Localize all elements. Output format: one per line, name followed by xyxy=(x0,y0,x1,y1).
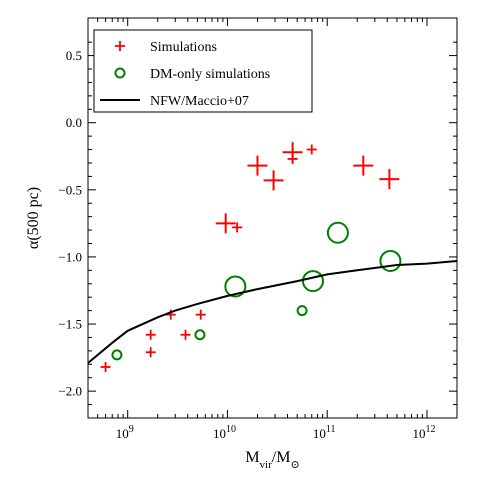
x-axis-label: Mvir/M⊙ xyxy=(245,449,299,471)
dm-only-point xyxy=(379,249,402,272)
x-tick-label: 1012 xyxy=(412,424,435,441)
plot-data xyxy=(88,142,457,372)
legend-label: NFW/Maccio+07 xyxy=(150,94,249,109)
x-tick-label: 1011 xyxy=(313,424,336,441)
y-tick-label: −0.5 xyxy=(58,182,82,197)
simulation-point xyxy=(306,144,317,155)
tick-marks xyxy=(88,18,457,418)
dm-only-point xyxy=(296,305,308,317)
simulation-point xyxy=(100,361,111,372)
simulation-point xyxy=(379,169,400,190)
y-tick-label: −1.0 xyxy=(58,249,82,264)
x-tick-label: 1010 xyxy=(213,424,236,441)
legend-marker-plus xyxy=(115,41,125,51)
x-axis-label-sub2: ⊙ xyxy=(290,459,299,471)
dm-only-point xyxy=(194,329,206,341)
y-tick-label: −1.5 xyxy=(58,317,82,332)
y-tick-label: 0.5 xyxy=(66,48,82,63)
simulation-point xyxy=(247,155,268,176)
simulation-point xyxy=(353,155,374,176)
simulation-point xyxy=(232,222,243,233)
x-axis-label-mid: /M xyxy=(272,449,291,466)
series-line-nfw xyxy=(88,260,457,364)
x-axis-label-sub: vir xyxy=(260,459,273,471)
simulation-point xyxy=(180,329,191,340)
dm-only-point xyxy=(111,349,123,361)
legend-label: DM-only simulations xyxy=(150,67,270,82)
plot-frame xyxy=(87,17,458,419)
simulation-point xyxy=(215,213,236,234)
legend-box xyxy=(93,29,313,113)
simulation-point xyxy=(145,347,156,358)
dm-only-point xyxy=(224,275,247,298)
x-tick-label: 109 xyxy=(116,424,134,441)
dm-only-point xyxy=(326,221,349,244)
dm-only-point xyxy=(301,270,324,293)
legend-marker-circle xyxy=(114,67,126,79)
legend-label: Simulations xyxy=(150,40,217,55)
y-tick-label: −2.0 xyxy=(58,384,82,399)
x-axis-label-main: M xyxy=(245,449,259,466)
simulation-point xyxy=(195,309,206,320)
simulation-point xyxy=(287,153,298,164)
simulation-point xyxy=(263,170,284,191)
legend: Simulations DM-only simulations NFW/Maccio… xyxy=(93,29,313,113)
simulation-point xyxy=(145,329,156,340)
y-tick-label: 0.0 xyxy=(66,115,82,130)
y-axis-label: α(500 pc) xyxy=(25,187,42,249)
